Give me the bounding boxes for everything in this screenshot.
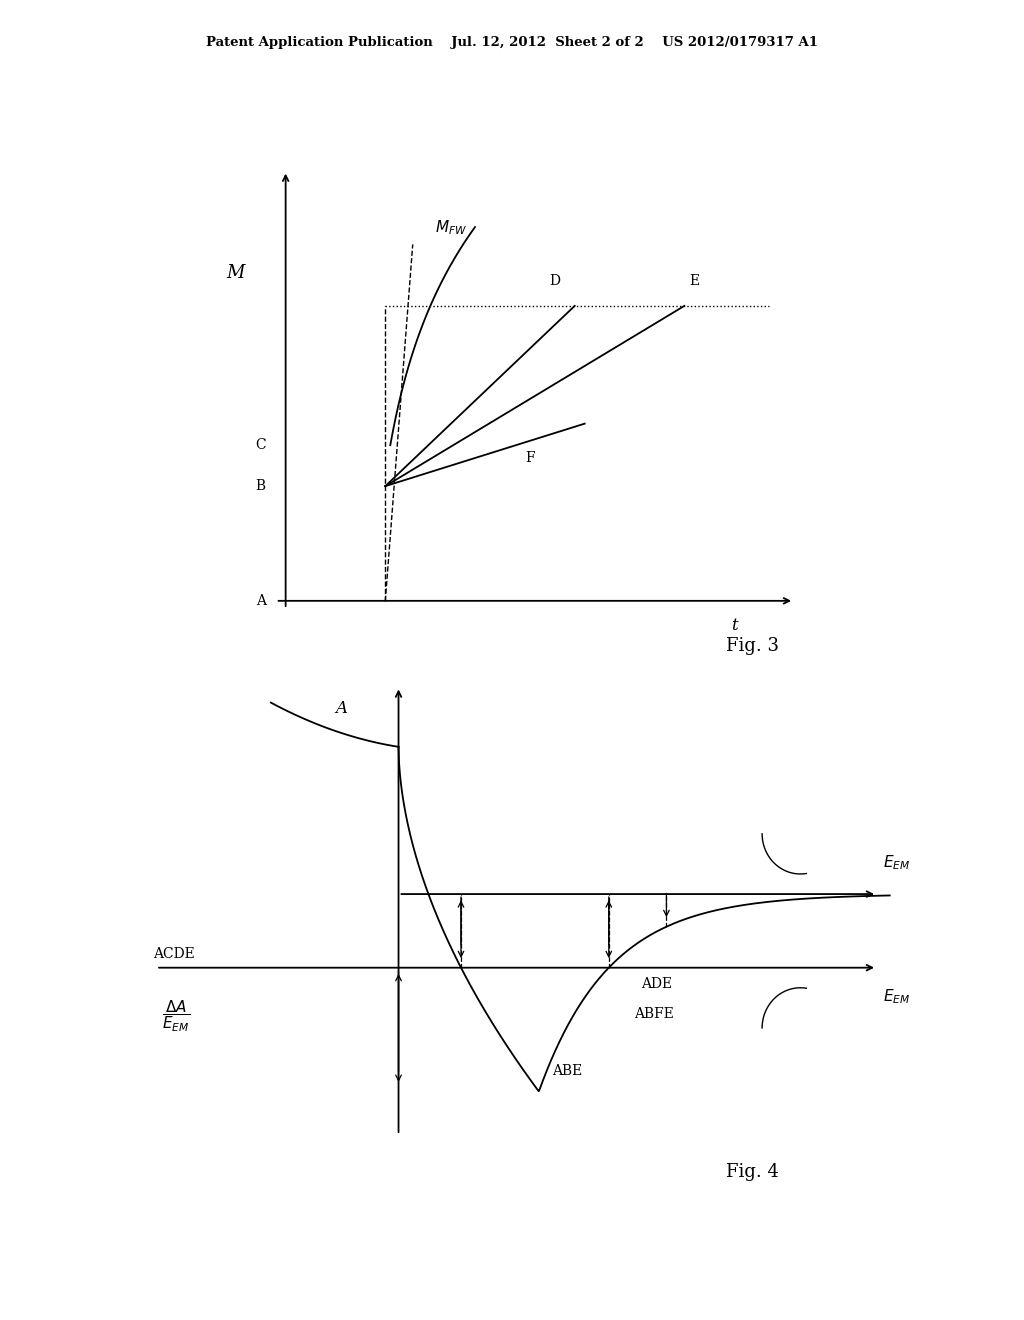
Text: $M_{FW}$: $M_{FW}$	[435, 218, 467, 236]
Text: $E_{EM}$: $E_{EM}$	[884, 853, 910, 873]
Text: Fig. 4: Fig. 4	[726, 1163, 779, 1181]
Text: B: B	[256, 479, 266, 494]
Text: t: t	[731, 616, 737, 634]
Text: ABFE: ABFE	[634, 1007, 674, 1020]
Text: D: D	[549, 275, 560, 288]
Text: ADE: ADE	[641, 977, 672, 991]
Text: $\dfrac{\Delta A}{E_{EM}}$: $\dfrac{\Delta A}{E_{EM}}$	[163, 998, 190, 1034]
Text: ABE: ABE	[552, 1064, 582, 1077]
Text: E: E	[689, 275, 699, 288]
Text: C: C	[255, 438, 266, 453]
Text: Patent Application Publication    Jul. 12, 2012  Sheet 2 of 2    US 2012/0179317: Patent Application Publication Jul. 12, …	[206, 36, 818, 49]
Text: M: M	[226, 264, 245, 282]
Text: A: A	[256, 594, 265, 607]
Text: Fig. 3: Fig. 3	[726, 636, 779, 655]
Text: ACDE: ACDE	[153, 946, 195, 961]
Text: F: F	[525, 450, 535, 465]
Text: A: A	[335, 701, 347, 717]
Text: $E_{EM}$: $E_{EM}$	[884, 987, 910, 1006]
